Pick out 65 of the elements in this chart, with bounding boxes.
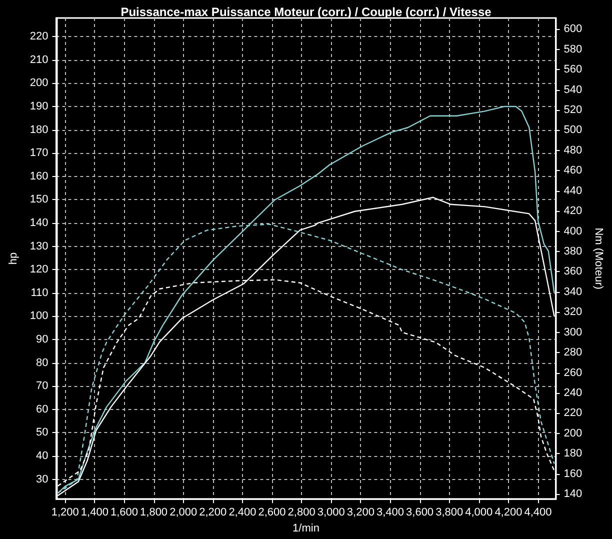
y2-tick-label: 420 — [564, 205, 582, 218]
y2-tick-label: 560 — [564, 64, 582, 76]
y-tick-label: 210 — [30, 54, 48, 66]
y2-tick-label: 580 — [564, 43, 582, 56]
x-tick-label: 4,000 — [465, 506, 493, 519]
y-tick-label: 160 — [30, 170, 48, 182]
y2-tick-label: 220 — [564, 407, 582, 420]
x-tick-label: 1,800 — [140, 506, 168, 519]
y2-tick-label: 160 — [564, 468, 582, 480]
x-tick-label: 1,600 — [110, 506, 138, 519]
y-tick-label: 120 — [30, 264, 48, 276]
x-tick-label: 1,400 — [80, 506, 108, 519]
y2-tick-label: 340 — [564, 286, 582, 298]
y-tick-label: 150 — [30, 194, 48, 206]
y-tick-label: 200 — [30, 77, 48, 90]
x-tick-label: 4,400 — [524, 506, 552, 519]
y2-tick-label: 300 — [564, 326, 582, 338]
y-tick-label: 130 — [30, 240, 48, 252]
y-axis-title: hp — [8, 252, 20, 265]
y-tick-label: 180 — [30, 124, 48, 136]
x-tick-label: 2,800 — [288, 506, 316, 519]
x-tick-label: 3,200 — [346, 506, 374, 519]
x-tick-label: 3,600 — [406, 506, 434, 519]
x-axis-title: 1/min — [292, 522, 320, 534]
x-tick-label: 2,000 — [170, 506, 198, 519]
x-tick-label: 2,600 — [258, 506, 286, 519]
y2-tick-label: 380 — [564, 245, 582, 258]
y2-tick-label: 360 — [564, 266, 582, 278]
y2-tick-label: 460 — [564, 164, 582, 177]
x-tick-label: 1,200 — [51, 506, 79, 519]
y-tick-label: 140 — [30, 217, 48, 230]
y-tick-label: 70 — [36, 380, 48, 392]
y-tick-label: 50 — [36, 426, 48, 439]
y2-tick-label: 180 — [564, 448, 582, 460]
x-tick-label: 3,400 — [376, 506, 404, 519]
x-tick-label: 2,200 — [199, 506, 227, 519]
y-tick-label: 80 — [36, 356, 48, 369]
y2-tick-label: 440 — [564, 184, 582, 197]
y-tick-label: 60 — [36, 403, 48, 416]
y-tick-label: 90 — [36, 334, 48, 346]
y2-axis-title: Nm (Moteur) — [592, 228, 604, 290]
y2-tick-label: 140 — [564, 488, 582, 500]
y-tick-label: 100 — [30, 310, 48, 322]
y2-tick-label: 520 — [564, 104, 582, 116]
y2-tick-label: 200 — [564, 427, 582, 440]
y-tick-label: 190 — [30, 100, 48, 113]
y2-tick-label: 260 — [564, 366, 582, 379]
y2-tick-label: 400 — [564, 225, 582, 238]
y-tick-label: 220 — [30, 30, 48, 43]
y2-tick-label: 500 — [564, 124, 582, 136]
y-tick-label: 40 — [36, 450, 48, 462]
x-tick-label: 3,800 — [436, 506, 464, 519]
y2-tick-label: 540 — [564, 84, 582, 96]
x-tick-label: 4,200 — [494, 506, 522, 519]
x-tick-label: 3,000 — [317, 506, 345, 519]
x-tick-label: 2,400 — [228, 506, 256, 519]
y2-tick-label: 480 — [564, 144, 582, 156]
y2-tick-label: 240 — [564, 386, 582, 399]
y-tick-label: 170 — [30, 147, 48, 160]
y2-tick-label: 320 — [564, 306, 582, 318]
y2-tick-label: 600 — [564, 23, 582, 36]
y2-tick-label: 280 — [564, 346, 582, 359]
y-tick-label: 110 — [30, 286, 48, 299]
y-tick-label: 30 — [36, 473, 48, 486]
chart-title: Puissance-max Puissance Moteur (corr.) / Couple (corr.) / Vitesse — [120, 5, 492, 19]
